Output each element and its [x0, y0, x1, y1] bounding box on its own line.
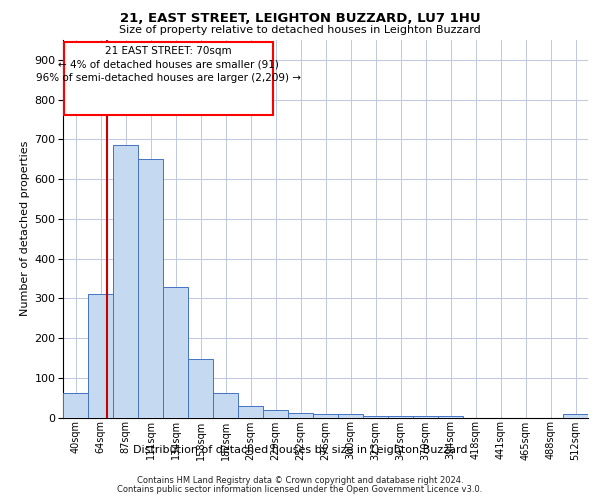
- Bar: [163, 287, 188, 418]
- Bar: [263, 410, 288, 418]
- Text: Contains HM Land Registry data © Crown copyright and database right 2024.: Contains HM Land Registry data © Crown c…: [137, 476, 463, 485]
- Bar: [338, 414, 363, 418]
- Bar: [413, 416, 438, 418]
- Bar: [563, 414, 588, 418]
- Text: 21 EAST STREET: 70sqm: 21 EAST STREET: 70sqm: [106, 46, 232, 56]
- Bar: [63, 393, 88, 417]
- Y-axis label: Number of detached properties: Number of detached properties: [20, 141, 30, 316]
- Text: Contains public sector information licensed under the Open Government Licence v3: Contains public sector information licen…: [118, 484, 482, 494]
- Text: ← 4% of detached houses are smaller (91): ← 4% of detached houses are smaller (91): [58, 60, 279, 70]
- Text: 21, EAST STREET, LEIGHTON BUZZARD, LU7 1HU: 21, EAST STREET, LEIGHTON BUZZARD, LU7 1…: [119, 12, 481, 26]
- Bar: [438, 416, 463, 418]
- Text: Distribution of detached houses by size in Leighton Buzzard: Distribution of detached houses by size …: [133, 445, 467, 455]
- Bar: [88, 294, 113, 418]
- Bar: [363, 416, 388, 418]
- Bar: [313, 414, 338, 418]
- Bar: [213, 393, 238, 417]
- Text: Size of property relative to detached houses in Leighton Buzzard: Size of property relative to detached ho…: [119, 25, 481, 35]
- Bar: [388, 416, 413, 418]
- FancyBboxPatch shape: [64, 42, 273, 115]
- Bar: [138, 159, 163, 417]
- Bar: [238, 406, 263, 417]
- Bar: [113, 146, 138, 418]
- Bar: [288, 412, 313, 418]
- Bar: [188, 358, 213, 418]
- Text: 96% of semi-detached houses are larger (2,209) →: 96% of semi-detached houses are larger (…: [36, 73, 301, 83]
